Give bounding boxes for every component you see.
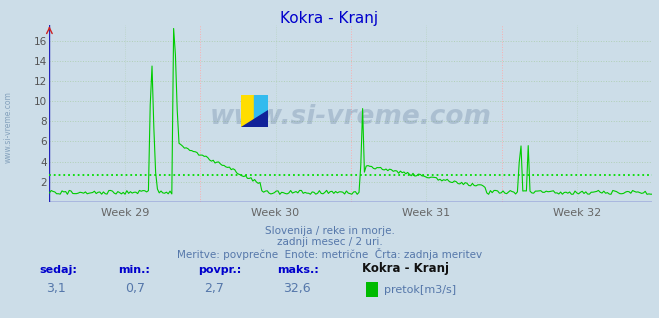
Text: www.si-vreme.com: www.si-vreme.com [210,104,492,130]
Text: Kokra - Kranj: Kokra - Kranj [281,11,378,26]
Text: sedaj:: sedaj: [40,265,77,275]
Bar [254,95,268,127]
Text: Week 29: Week 29 [101,208,149,218]
Text: Week 32: Week 32 [553,208,601,218]
Text: 3,1: 3,1 [46,282,66,295]
Text: maks.:: maks.: [277,265,318,275]
Text: Slovenija / reke in morje.: Slovenija / reke in morje. [264,226,395,236]
Text: 0,7: 0,7 [125,282,145,295]
Text: Week 30: Week 30 [252,208,300,218]
Polygon shape [241,110,268,127]
Text: Meritve: povprečne  Enote: metrične  Črta: zadnja meritev: Meritve: povprečne Enote: metrične Črta:… [177,248,482,260]
Text: Week 31: Week 31 [402,208,450,218]
Text: povpr.:: povpr.: [198,265,241,275]
Text: www.si-vreme.com: www.si-vreme.com [3,91,13,163]
Bar [241,95,254,127]
Text: 32,6: 32,6 [283,282,311,295]
Text: pretok[m3/s]: pretok[m3/s] [384,285,455,295]
Text: Kokra - Kranj: Kokra - Kranj [362,262,449,275]
Text: min.:: min.: [119,265,150,275]
Text: zadnji mesec / 2 uri.: zadnji mesec / 2 uri. [277,237,382,247]
Text: 2,7: 2,7 [204,282,224,295]
